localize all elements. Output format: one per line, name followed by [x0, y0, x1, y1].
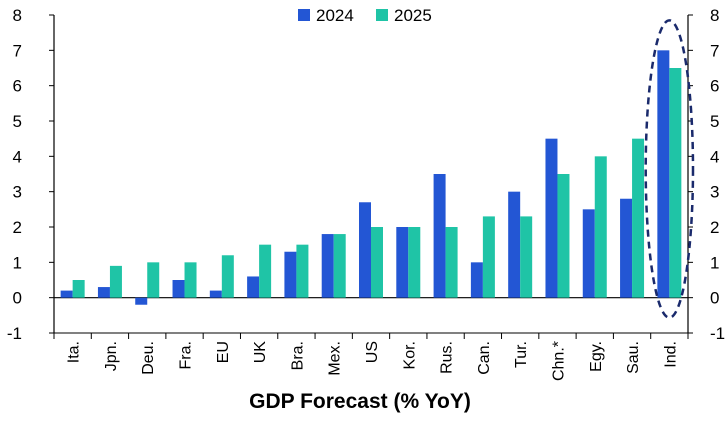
- y-tick-label-right: 4: [710, 147, 719, 166]
- y-tick-label-left: 1: [13, 253, 22, 272]
- legend-swatch-2025: [376, 9, 388, 21]
- category-label: Tur.: [513, 341, 530, 368]
- category-label: Chn.*: [550, 341, 567, 381]
- bar-2025: [333, 234, 346, 298]
- category-label: Ind.: [662, 341, 679, 368]
- bar-2025: [221, 255, 234, 298]
- bar-2024: [470, 262, 483, 298]
- category-label: Ita.: [66, 341, 83, 363]
- y-tick-label-left: 0: [13, 289, 22, 308]
- category-label: Bra.: [289, 341, 306, 370]
- y-tick-label-right: 6: [710, 77, 719, 96]
- y-tick-label-left: 6: [13, 77, 22, 96]
- category-label: Kor.: [401, 341, 418, 369]
- legend: 2024 2025: [298, 6, 432, 25]
- bar-2024: [321, 234, 334, 298]
- category-label: US: [364, 341, 381, 363]
- bar-2024: [396, 227, 409, 298]
- category-label: Jpn.: [103, 341, 120, 371]
- bar-2025: [184, 262, 197, 298]
- y-tick-label-left: 5: [13, 112, 22, 131]
- bar-2024: [247, 276, 260, 298]
- y-tick-label-left: 8: [13, 6, 22, 25]
- bars: [60, 50, 682, 305]
- category-label: Fra.: [178, 341, 195, 369]
- y-tick-label-left: -1: [7, 324, 22, 343]
- bar-2024: [135, 297, 148, 305]
- y-tick-label-right: 1: [710, 253, 719, 272]
- bar-2024: [508, 191, 521, 298]
- category-label: Can.: [476, 341, 493, 375]
- bar-2024: [284, 251, 297, 298]
- bar-2024: [172, 280, 185, 298]
- y-tick-label-right: 3: [710, 183, 719, 202]
- legend-label-2024: 2024: [316, 6, 354, 25]
- bar-2024: [97, 287, 110, 298]
- axes: -1 -1 0 0 1 1 2 2 3 3 4 4 5 5 6 6 7 7 8 8 Ita. Jpn. Deu. Fra. EU…: [7, 6, 725, 381]
- bar-2024: [60, 290, 73, 298]
- legend-label-2025: 2025: [394, 6, 432, 25]
- bar-2025: [482, 216, 495, 298]
- bar-2024: [582, 209, 595, 298]
- category-label: Rus.: [439, 341, 456, 374]
- bar-2025: [296, 244, 309, 298]
- y-tick-label-right: 0: [710, 289, 719, 308]
- bar-2025: [109, 265, 122, 298]
- bar-2025: [147, 262, 160, 298]
- y-tick-label-left: 3: [13, 183, 22, 202]
- legend-swatch-2024: [298, 9, 310, 21]
- bar-2024: [433, 174, 446, 298]
- bar-2025: [371, 227, 383, 298]
- bar-2025: [259, 244, 272, 298]
- y-tick-label-right: 8: [710, 6, 719, 25]
- y-tick-label-right: -1: [710, 324, 725, 343]
- y-tick-label-right: 5: [710, 112, 719, 131]
- category-label: Mex.: [327, 341, 344, 376]
- category-label: Deu.: [140, 341, 157, 375]
- y-tick-label-left: 2: [13, 218, 22, 237]
- bar-2025: [632, 138, 645, 298]
- bar-2024: [620, 198, 633, 298]
- annotation-layer: [644, 19, 695, 319]
- y-tick-label-right: 7: [710, 41, 719, 60]
- category-label: Sau.: [625, 341, 642, 374]
- y-tick-label-right: 2: [710, 218, 719, 237]
- bar-2025: [72, 280, 85, 298]
- bar-2024: [545, 138, 558, 298]
- bar-2025: [594, 156, 607, 298]
- bar-2024: [359, 202, 371, 298]
- highlight-dashed-ellipse: [644, 19, 695, 319]
- bar-2024: [657, 50, 670, 298]
- y-tick-label-left: 7: [13, 41, 22, 60]
- category-label: UK: [252, 341, 269, 364]
- y-tick-label-left: 4: [13, 147, 22, 166]
- bar-2025: [557, 174, 570, 298]
- bar-2025: [520, 216, 533, 298]
- bar-2024: [209, 290, 222, 298]
- category-label: Egy.: [588, 341, 605, 372]
- bar-2025: [408, 227, 421, 298]
- bar-2025: [445, 227, 458, 298]
- category-label: EU: [215, 341, 232, 363]
- x-axis-title: GDP Forecast (% YoY): [249, 390, 471, 413]
- bar-2025: [669, 68, 682, 298]
